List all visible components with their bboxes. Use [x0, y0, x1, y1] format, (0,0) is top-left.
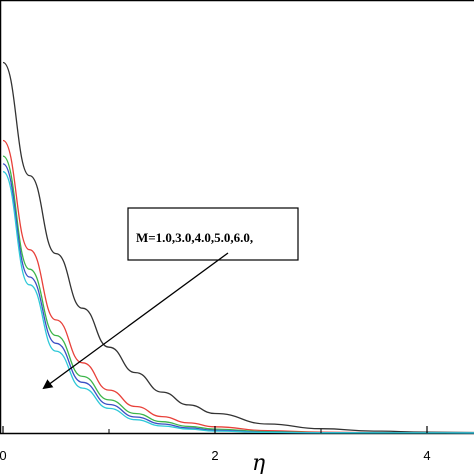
series-line-2: [2, 139, 474, 434]
x-tick-label: 0: [0, 448, 7, 463]
annotation-arrow: [42, 252, 229, 390]
annotation-text: M=1.0,3.0,4.0,5.0,6.0,: [136, 230, 253, 245]
series-line-3: [2, 155, 474, 434]
series-line-1: [2, 61, 474, 434]
x-ticks-layer: 0 2 4: [0, 426, 431, 463]
curves-layer: [2, 61, 474, 434]
x-tick-label: 2: [211, 448, 218, 463]
annotation-box: [127, 207, 299, 261]
annotation: M=1.0,3.0,4.0,5.0,6.0,: [42, 207, 299, 390]
plot-frame: [0, 0, 474, 435]
x-axis-title: η: [252, 451, 265, 474]
x-tick-label: 4: [423, 448, 430, 463]
series-line-5: [2, 171, 474, 434]
